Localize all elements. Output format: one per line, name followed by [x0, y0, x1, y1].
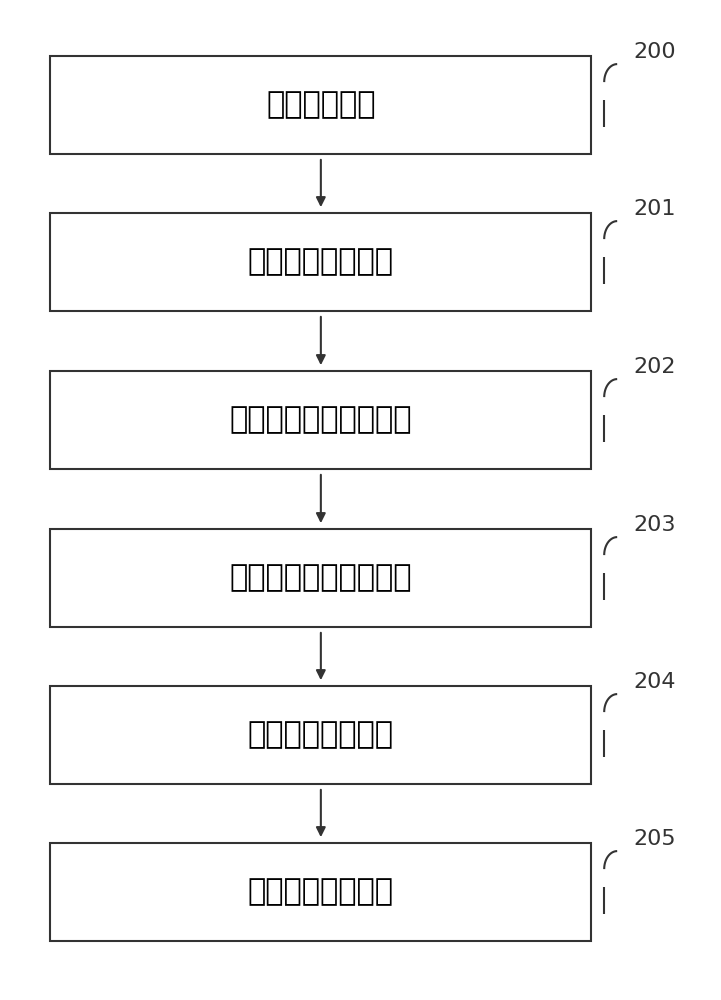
Text: 202: 202 — [634, 357, 676, 377]
Text: 第一频域数据确定模块: 第一频域数据确定模块 — [229, 406, 412, 434]
Text: 200: 200 — [634, 42, 676, 62]
Text: 数据缓存模块: 数据缓存模块 — [266, 91, 376, 119]
Text: 时域数据确定模块: 时域数据确定模块 — [248, 720, 394, 750]
FancyBboxPatch shape — [50, 213, 591, 311]
FancyBboxPatch shape — [50, 56, 591, 154]
Text: 204: 204 — [634, 672, 676, 692]
FancyBboxPatch shape — [50, 529, 591, 627]
FancyBboxPatch shape — [50, 686, 591, 784]
FancyBboxPatch shape — [50, 371, 591, 469]
Text: 201: 201 — [634, 199, 676, 219]
Text: 初始频率估计模块: 初始频率估计模块 — [248, 878, 394, 906]
FancyBboxPatch shape — [50, 843, 591, 941]
Text: 203: 203 — [634, 515, 676, 535]
Text: 205: 205 — [634, 829, 676, 849]
Text: 重叠数据确定模块: 重叠数据确定模块 — [248, 247, 394, 276]
Text: 第二频域数据确定模块: 第二频域数据确定模块 — [229, 564, 412, 592]
